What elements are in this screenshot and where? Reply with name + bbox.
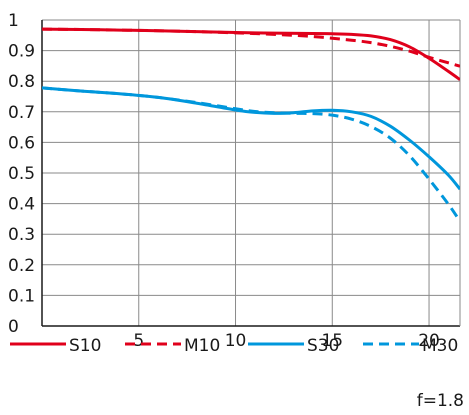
y-tick-label: 1 bbox=[8, 11, 19, 31]
y-tick-label: 0 bbox=[8, 317, 19, 337]
grid bbox=[42, 19, 460, 326]
x-tick-label: 20 bbox=[418, 331, 440, 351]
y-tick-label: 0.8 bbox=[8, 72, 35, 92]
x-axis-ticks: 5 10 15 20 bbox=[133, 331, 440, 351]
legend-label-m30: M30 bbox=[422, 336, 458, 356]
series-line-s10 bbox=[42, 27, 460, 81]
y-tick-label: 0.6 bbox=[8, 133, 35, 153]
legend-label-s30: S30 bbox=[307, 336, 339, 356]
plot-series bbox=[42, 27, 460, 223]
y-tick-label: 0.7 bbox=[8, 103, 35, 123]
axes bbox=[41, 20, 461, 327]
x-tick-label: 5 bbox=[133, 331, 144, 351]
y-tick-label: 0.9 bbox=[8, 42, 35, 62]
x-tick-label: 10 bbox=[225, 331, 247, 351]
series-line-s30 bbox=[42, 86, 460, 191]
y-axis-ticks: 0 0.1 0.2 0.3 0.4 0.5 0.6 0.7 0.8 0.9 1 bbox=[8, 11, 35, 337]
y-tick-label: 0.1 bbox=[8, 286, 35, 306]
y-tick-label: 0.3 bbox=[8, 225, 35, 245]
legend-label-m10: M10 bbox=[184, 336, 220, 356]
legend: S10 M10 S30 M30 bbox=[10, 336, 458, 356]
series-line-m10 bbox=[42, 27, 460, 68]
aperture-label: f=1.8 bbox=[417, 391, 464, 411]
y-tick-label: 0.4 bbox=[8, 195, 35, 215]
y-tick-label: 0.2 bbox=[8, 256, 35, 276]
legend-label-s10: S10 bbox=[69, 336, 101, 356]
y-tick-label: 0.5 bbox=[8, 164, 35, 184]
series-line-m30 bbox=[42, 86, 460, 223]
x-tick-label: 15 bbox=[321, 331, 343, 351]
